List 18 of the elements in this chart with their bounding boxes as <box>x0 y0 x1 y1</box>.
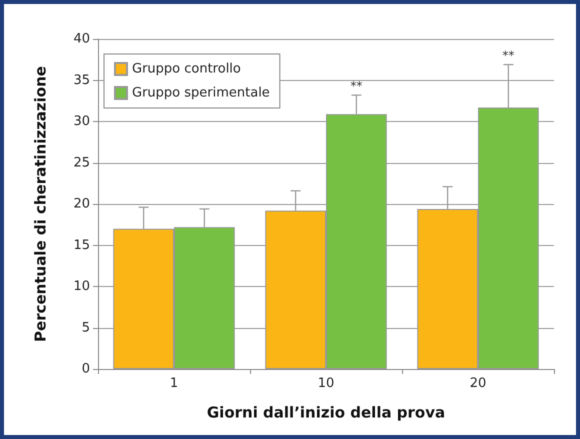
annotation: ** <box>502 48 514 63</box>
y-tick-label: 35 <box>73 72 90 88</box>
y-tick-label: 25 <box>73 155 90 170</box>
y-tick-label: 20 <box>73 196 90 212</box>
x-axis-title: Giorni dall’inizio della prova <box>206 404 446 422</box>
y-tick-label: 0 <box>82 362 90 376</box>
x-tick-label: 10 <box>318 376 334 391</box>
y-tick-label: 30 <box>73 114 90 129</box>
x-tick-label: 1 <box>170 376 178 391</box>
y-tick-label: 15 <box>73 238 90 253</box>
y-axis-title: Percentuale di cheratinizzazione <box>32 66 50 342</box>
y-tick-label: 5 <box>82 320 90 336</box>
y-tick-label: 40 <box>73 32 90 46</box>
legend-label: Gruppo controllo <box>132 62 241 76</box>
y-tick-label: 10 <box>73 279 90 294</box>
legend-label: Gruppo sperimentale <box>132 86 270 100</box>
x-tick-label: 20 <box>470 376 486 391</box>
annotation: ** <box>350 79 362 94</box>
